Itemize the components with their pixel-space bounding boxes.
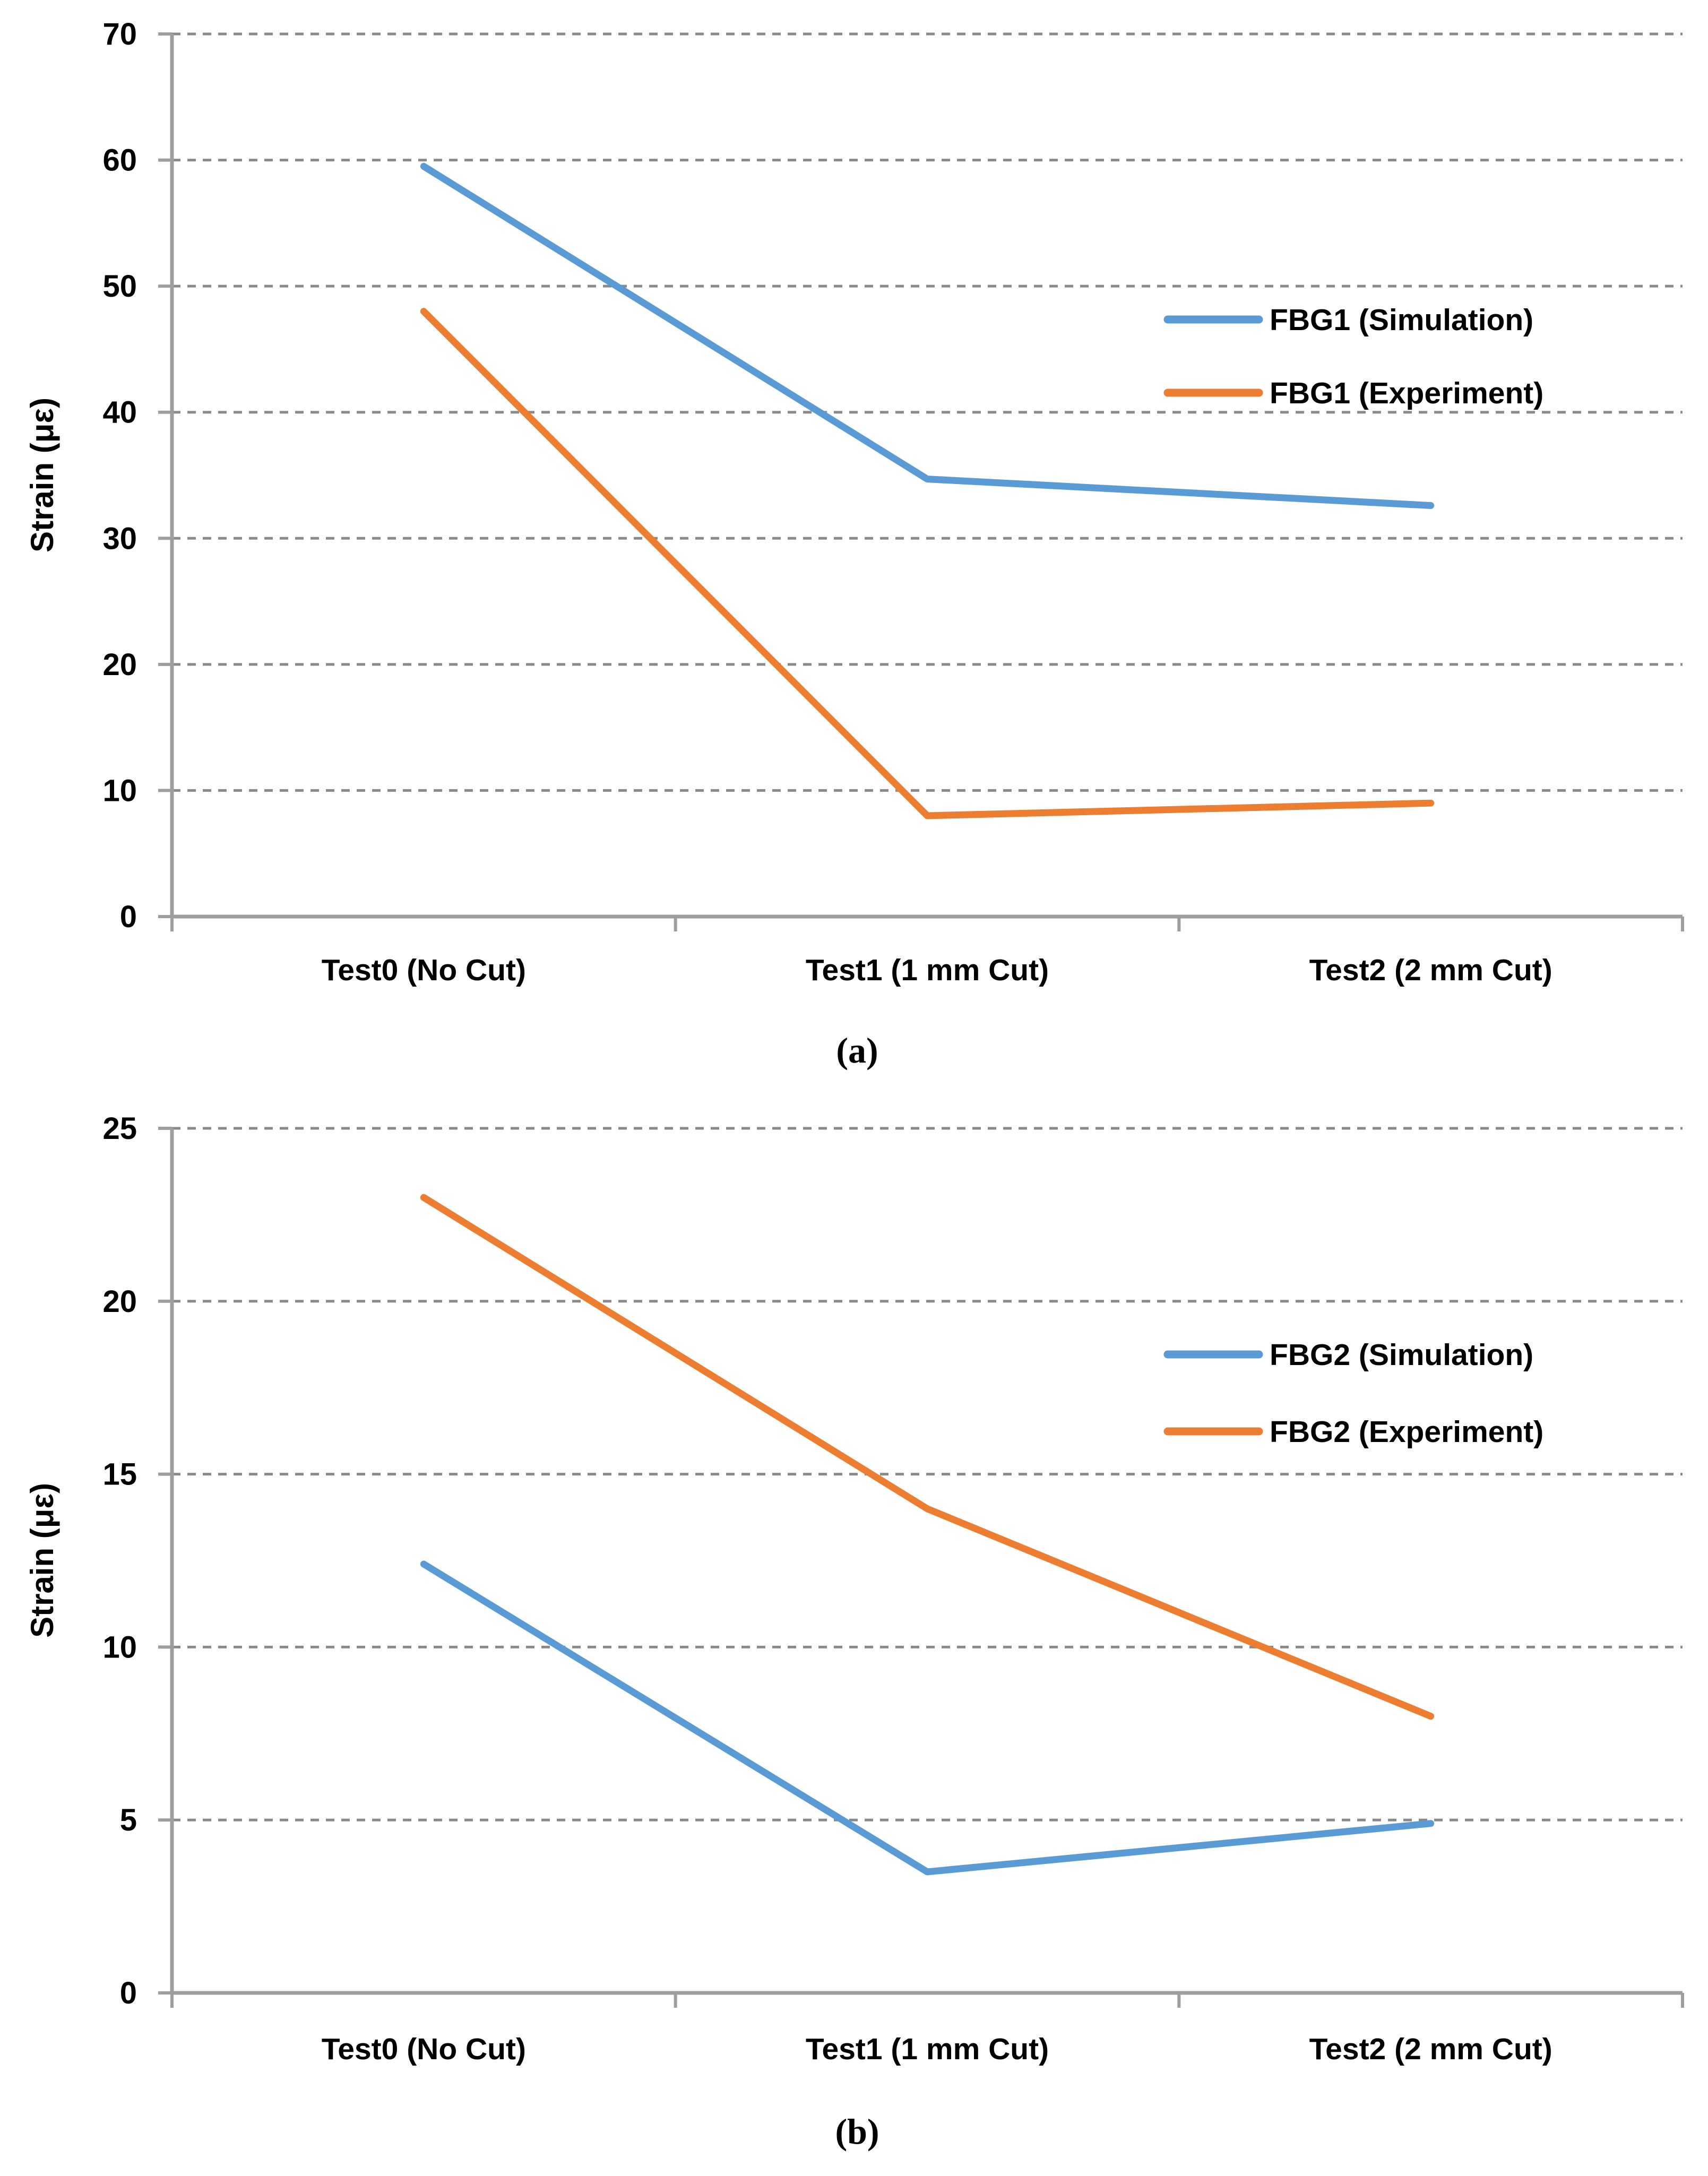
x-category-label-test1-1-mm-cut: Test1 (1 mm Cut) bbox=[806, 2032, 1049, 2066]
x-category-label-test2-2-mm-cut: Test2 (2 mm Cut) bbox=[1309, 953, 1552, 987]
y-tick-label-5: 5 bbox=[120, 1803, 137, 1837]
x-category-label-test0-no-cut: Test0 (No Cut) bbox=[322, 953, 526, 987]
y-tick-label-30: 30 bbox=[102, 521, 137, 556]
chart-panel-b: 0 5 10 15 20 25 Test0 (No Cut) Test1 (1 mm Cut)… bbox=[24, 1111, 1684, 2152]
series-line-fbg2-experiment bbox=[420, 1194, 1435, 1720]
caption-a: (a) bbox=[836, 1030, 878, 1070]
legend-label-fbg2-experiment: FBG2 (Experiment) bbox=[1270, 1415, 1543, 1449]
y-tick-label-0: 0 bbox=[120, 1976, 137, 2010]
series-line-fbg1-simulation bbox=[420, 162, 1435, 510]
y-axis-title-a: Strain (με) bbox=[24, 398, 60, 552]
y-tick-label-10: 10 bbox=[102, 1630, 137, 1664]
y-axis-title-b: Strain (με) bbox=[24, 1483, 60, 1638]
x-category-label-test0-no-cut: Test0 (No Cut) bbox=[322, 2032, 526, 2066]
caption-b: (b) bbox=[835, 2111, 879, 2152]
y-tick-label-0: 0 bbox=[120, 900, 137, 934]
y-tick-label-10: 10 bbox=[102, 773, 137, 808]
y-tick-label-20: 20 bbox=[102, 1284, 137, 1319]
y-tick-label-15: 15 bbox=[102, 1457, 137, 1492]
legend-label-fbg1-simulation: FBG1 (Simulation) bbox=[1270, 303, 1533, 337]
y-tick-label-25: 25 bbox=[102, 1111, 137, 1146]
y-tick-label-60: 60 bbox=[102, 143, 137, 178]
legend-label-fbg1-experiment: FBG1 (Experiment) bbox=[1270, 376, 1543, 410]
y-tick-label-50: 50 bbox=[102, 269, 137, 304]
y-tick-label-20: 20 bbox=[102, 647, 137, 682]
y-tick-label-40: 40 bbox=[102, 395, 137, 430]
x-category-label-test2-2-mm-cut: Test2 (2 mm Cut) bbox=[1309, 2032, 1552, 2066]
chart-panel-a: 0 10 20 30 40 50 60 70 Test0 (No Cut) Test1 (1 mm… bbox=[24, 17, 1684, 1070]
series-line-fbg2-simulation bbox=[420, 1560, 1435, 1876]
y-tick-label-70: 70 bbox=[102, 17, 137, 51]
legend-label-fbg2-simulation: FBG2 (Simulation) bbox=[1270, 1338, 1533, 1372]
x-category-label-test1-1-mm-cut: Test1 (1 mm Cut) bbox=[806, 953, 1049, 987]
series-line-fbg1-experiment bbox=[420, 308, 1435, 819]
